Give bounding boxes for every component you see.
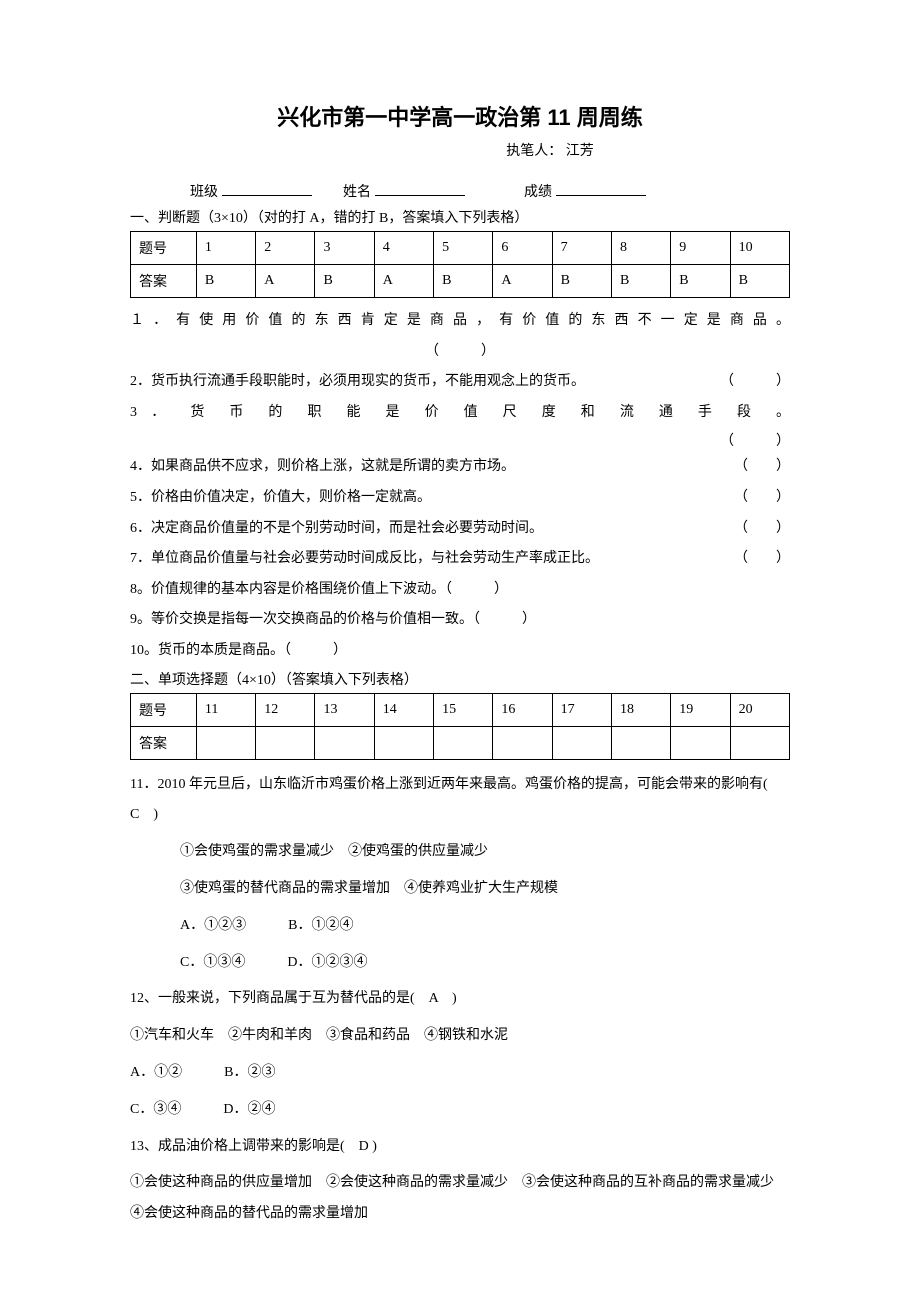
q6-text: 6．决定商品价值量的不是个别劳动时间，而是社会必要劳动时间。 [130,521,543,536]
section1-table: 题号 1 2 3 4 5 6 7 8 9 10 答案 B A B A B A B… [130,231,790,298]
section2-table: 题号 11 12 13 14 15 16 17 18 19 20 答案 [130,693,790,760]
cell: B [671,265,730,298]
cell [493,726,552,759]
q7: 7．单位商品价值量与社会必要劳动时间成反比，与社会劳动生产率成正比。 （ ） [130,546,790,573]
cell [374,726,433,759]
q5-paren: （ ） [734,485,790,512]
cell [434,726,493,759]
cell: B [434,265,493,298]
cell: 14 [374,693,433,726]
cell: 1 [196,232,255,265]
cell: 16 [493,693,552,726]
cell: 答案 [131,265,197,298]
cell: 19 [671,693,730,726]
cell: B [552,265,611,298]
q6: 6．决定商品价值量的不是个别劳动时间，而是社会必要劳动时间。 （ ） [130,516,790,543]
q3: 3 ． 货 币 的 职 能 是 价 值 尺 度 和 流 通 手 段 。 [130,400,790,427]
cell: 12 [256,693,315,726]
q12-ab: A．①② B．②③ [130,1058,790,1089]
cell: 答案 [131,726,197,759]
q2: 2．货币执行流通手段职能时，必须用现实的货币，不能用观念上的货币。 （ ） [130,369,790,396]
cell: 6 [493,232,552,265]
q11-cd: C．①③④ D．①②③④ [130,948,790,979]
q4: 4．如果商品供不应求，则价格上涨，这就是所谓的卖方市场。 （ ） [130,454,790,481]
q8: 8。价值规律的基本内容是价格围绕价值上下波动。（ ） [130,577,790,604]
cell: A [374,265,433,298]
cell: 9 [671,232,730,265]
q10: 10。货币的本质是商品。（ ） [130,638,790,665]
q13-opts: ①会使这种商品的供应量增加 ②会使这种商品的需求量减少 ③会使这种商品的互补商品… [130,1168,790,1230]
score-label: 成绩 [524,185,552,200]
cell: 题号 [131,232,197,265]
cell: 15 [434,693,493,726]
class-blank [222,180,312,196]
cell: B [315,265,374,298]
cell: 8 [611,232,670,265]
q5: 5．价格由价值决定，价值大，则价格一定就高。 （ ） [130,485,790,512]
q6-paren: （ ） [734,516,790,543]
q13: 13、成品油价格上调带来的影响是( D ) [130,1132,790,1163]
cell: B [611,265,670,298]
q2-text: 2．货币执行流通手段职能时，必须用现实的货币，不能用观念上的货币。 [130,374,585,389]
cell: 18 [611,693,670,726]
cell [196,726,255,759]
name-label: 姓名 [343,185,371,200]
cell [315,726,374,759]
q11-opt1: ①会使鸡蛋的需求量减少 ②使鸡蛋的供应量减少 [130,837,790,868]
page-title: 兴化市第一中学高一政治第 11 周周练 [130,100,790,132]
cell [256,726,315,759]
q4-paren: （ ） [734,454,790,481]
q11: 11．2010 年元旦后，山东临沂市鸡蛋价格上涨到近两年来最高。鸡蛋价格的提高，… [130,770,790,832]
q1: １．有使用价值的东西肯定是商品，有价值的东西不一定是商品。 [130,308,790,335]
cell: B [196,265,255,298]
score-blank [556,180,646,196]
cell [552,726,611,759]
cell: 7 [552,232,611,265]
q9: 9。等价交换是指每一次交换商品的价格与价值相一致。（ ） [130,607,790,634]
q7-text: 7．单位商品价值量与社会必要劳动时间成反比，与社会劳动生产率成正比。 [130,551,599,566]
cell: A [493,265,552,298]
table-row: 题号 11 12 13 14 15 16 17 18 19 20 [131,693,790,726]
section2-heading: 二、单项选择题（4×10）（答案填入下列表格） [130,669,790,689]
cell: 20 [730,693,789,726]
cell [730,726,789,759]
q2-paren: （ ） [720,369,790,396]
cell: B [730,265,789,298]
q5-text: 5．价格由价值决定，价值大，则价格一定就高。 [130,490,431,505]
q3-paren: （ ） [130,430,790,450]
cell: 2 [256,232,315,265]
cell [671,726,730,759]
cell: 5 [434,232,493,265]
q4-text: 4．如果商品供不应求，则价格上涨，这就是所谓的卖方市场。 [130,459,515,474]
table-row: 题号 1 2 3 4 5 6 7 8 9 10 [131,232,790,265]
q12-cd: C．③④ D．②④ [130,1095,790,1126]
q11-opt2: ③使鸡蛋的替代商品的需求量增加 ④使养鸡业扩大生产规模 [130,874,790,905]
cell: 11 [196,693,255,726]
section1-heading: 一、判断题（3×10）（对的打 A，错的打 B，答案填入下列表格） [130,207,790,227]
q12-opts: ①汽车和火车 ②牛肉和羊肉 ③食品和药品 ④钢铁和水泥 [130,1021,790,1052]
cell: 10 [730,232,789,265]
class-label: 班级 [190,185,218,200]
author-label: 执笔人： [506,144,562,159]
table-row: 答案 B A B A B A B B B B [131,265,790,298]
author-name: 江芳 [566,144,594,159]
cell [611,726,670,759]
q1-paren: （ ） [130,339,790,366]
cell: 3 [315,232,374,265]
name-blank [375,180,465,196]
q11-ab: A．①②③ B．①②④ [130,911,790,942]
q7-paren: （ ） [734,546,790,573]
author-line: 执笔人： 江芳 [130,140,790,160]
header-row: 班级 姓名 成绩 [130,180,790,201]
cell: 13 [315,693,374,726]
cell: 题号 [131,693,197,726]
cell: 4 [374,232,433,265]
table-row: 答案 [131,726,790,759]
cell: 17 [552,693,611,726]
cell: A [256,265,315,298]
q12: 12、一般来说，下列商品属于互为替代品的是( A ) [130,984,790,1015]
